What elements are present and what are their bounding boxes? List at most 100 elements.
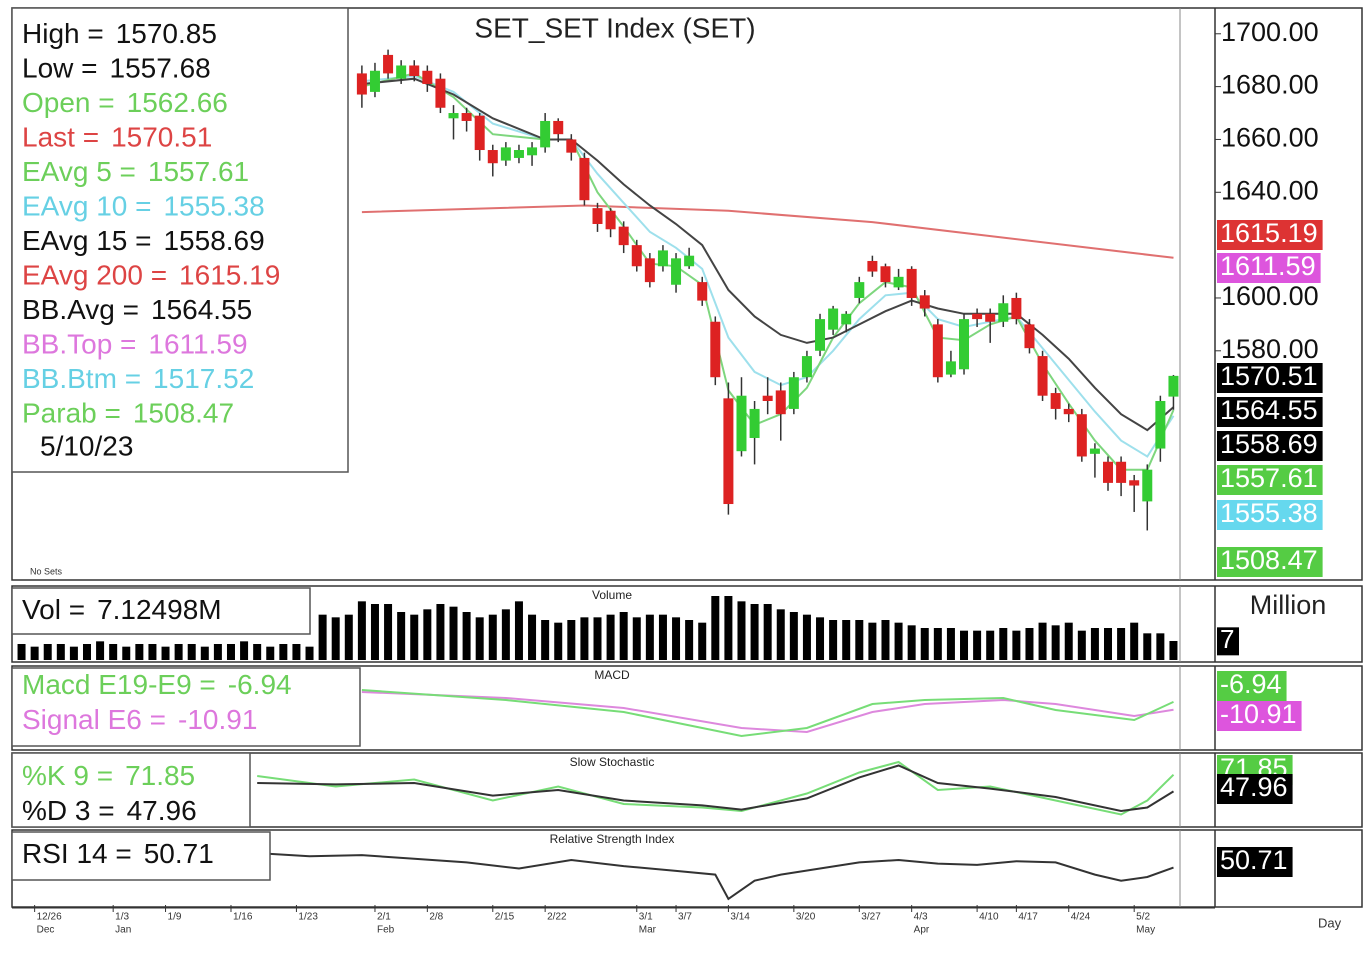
candle-body: [448, 113, 459, 119]
value-flag: [1217, 701, 1302, 731]
indicator-line: [361, 689, 1174, 738]
y-tick-label: 1660.00: [1221, 123, 1319, 153]
info-row: Parab = 1508.47: [22, 398, 234, 429]
volume-bar: [1090, 628, 1099, 660]
volume-bar: [1104, 628, 1113, 660]
value-flag: [1217, 397, 1323, 427]
info-box: [11, 831, 271, 881]
indicator-line: [270, 852, 1174, 901]
info-label: Low =: [22, 53, 98, 84]
info-value: -10.91: [178, 704, 257, 735]
volume-bar: [397, 612, 406, 660]
volume-bar: [1169, 641, 1178, 660]
info-row: %K 9 = 71.85: [22, 760, 195, 791]
volume-bar: [122, 646, 131, 660]
value-flag: [1217, 500, 1323, 530]
candle-body: [815, 319, 826, 351]
y-tick-label: 1580.00: [1221, 334, 1319, 364]
volume-bar: [946, 628, 955, 660]
x-axis-label: Day: [1318, 915, 1342, 930]
volume-bar: [1051, 625, 1060, 660]
value-flag-label: 1564.55: [1220, 395, 1318, 425]
info-row: RSI 14 = 50.71: [22, 838, 214, 869]
volume-bar: [685, 620, 694, 660]
info-value: 1557.61: [148, 156, 249, 187]
candle-body: [631, 245, 642, 267]
candle-body: [487, 150, 498, 164]
value-flag-label: 47.96: [1220, 772, 1288, 802]
volume-bar: [580, 617, 589, 660]
info-label: High =: [22, 18, 104, 49]
value-flag-label: 1570.51: [1220, 361, 1318, 391]
value-flag: [1217, 253, 1321, 283]
info-row: EAvg 15 = 1558.69: [22, 225, 265, 256]
candle-body: [396, 65, 407, 79]
volume-bar: [213, 644, 222, 660]
volume-bar: [973, 630, 982, 660]
volume-bar: [737, 601, 746, 660]
month-label: Jan: [115, 925, 131, 936]
info-value: 1562.66: [127, 87, 228, 118]
volume-bar: [632, 617, 641, 660]
volume-bar: [528, 614, 537, 660]
info-row: Macd E19-E9 = -6.94: [22, 669, 292, 700]
data-layer: SET_SET Index (SET) Volume MACD Slow Stocha…: [11, 7, 1363, 936]
info-row: %D 3 = 47.96: [22, 795, 197, 826]
candle-body: [1142, 469, 1153, 502]
volume-bar: [986, 630, 995, 660]
volume-bar: [305, 646, 314, 660]
x-tick-label: 4/3: [914, 912, 928, 923]
value-flag-label: 1611.59: [1220, 251, 1316, 281]
volume-bar: [423, 609, 432, 660]
info-value: -6.94: [228, 669, 292, 700]
volume-bar: [174, 644, 183, 660]
y-tick-flag: [1217, 627, 1239, 656]
x-tick-label: 1/16: [233, 912, 253, 923]
panel-title: Volume: [592, 588, 632, 602]
volume-bar: [763, 604, 772, 660]
info-label: Last =: [22, 122, 99, 153]
volume-bar: [135, 644, 144, 660]
candle-body: [579, 157, 590, 201]
volume-bar: [449, 606, 458, 660]
x-tick-label: 3/14: [730, 912, 750, 923]
volume-bar: [999, 628, 1008, 660]
candle-body: [592, 208, 603, 224]
x-tick-label: 1/9: [168, 912, 182, 923]
volume-bar: [69, 646, 78, 660]
candle-body: [919, 295, 930, 309]
volume-bar: [802, 614, 811, 660]
y-tick-label: 1640.00: [1221, 175, 1319, 205]
candle-body: [959, 319, 970, 370]
candle-body: [461, 113, 472, 121]
x-tick-label: 4/10: [979, 912, 999, 923]
info-label: EAvg 10 =: [22, 191, 151, 222]
volume-bar: [593, 617, 602, 660]
value-flag: [1217, 220, 1323, 250]
candle-body: [972, 313, 983, 320]
note: No Sets: [30, 566, 63, 576]
volume-bar: [240, 641, 249, 660]
candle-body: [1024, 324, 1035, 349]
candle-body: [1116, 461, 1127, 483]
volume-bar: [672, 617, 681, 660]
month-label: Feb: [377, 925, 395, 936]
info-value: 7.12498M: [97, 594, 222, 625]
info-box: [11, 587, 311, 635]
info-value: 1558.69: [163, 225, 264, 256]
x-tick-label: 2/15: [495, 912, 515, 923]
x-tick-label: 4/17: [1018, 912, 1038, 923]
candle-body: [762, 395, 773, 401]
volume-bar: [698, 622, 707, 660]
info-value: 50.71: [144, 838, 214, 869]
candle-body: [801, 356, 812, 378]
info-label: EAvg 5 =: [22, 156, 136, 187]
volume-bar: [658, 614, 667, 660]
volume-bar: [200, 646, 209, 660]
candle-body: [527, 147, 538, 156]
candle-body: [474, 115, 485, 151]
candle-body: [788, 377, 799, 409]
volume-bar: [1156, 633, 1165, 660]
candle-body: [1103, 461, 1114, 483]
